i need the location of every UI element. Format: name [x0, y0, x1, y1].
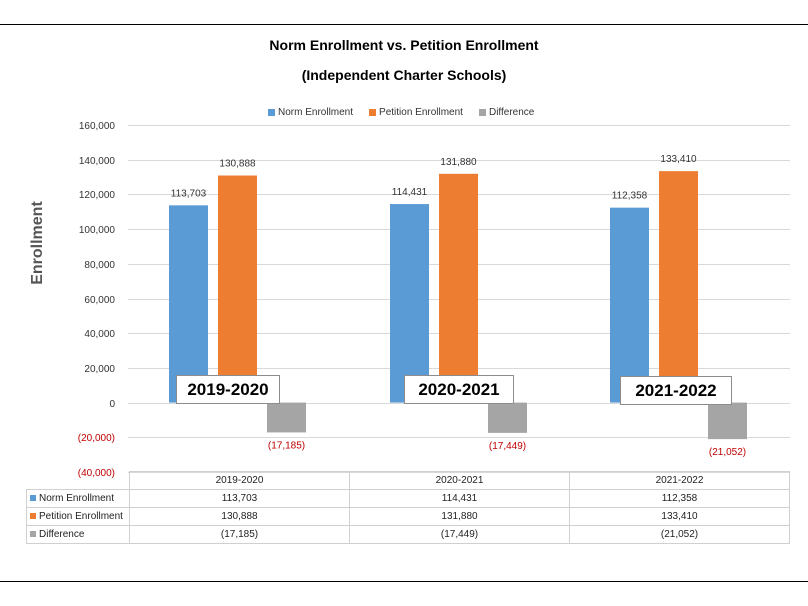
table-row-header: Norm Enrollment	[26, 489, 130, 508]
data-label: (21,052)	[709, 447, 746, 458]
bar-difference	[708, 402, 747, 440]
table-cell: 113,703	[129, 489, 350, 508]
legend-swatch-norm	[268, 109, 275, 116]
y-tick-label: 60,000	[84, 295, 115, 306]
y-tick-label: 40,000	[84, 329, 115, 340]
bar-petition-enrollment	[218, 175, 257, 403]
legend: Norm Enrollment Petition Enrollment Diff…	[268, 107, 534, 118]
legend-label-petition: Petition Enrollment	[379, 107, 463, 118]
y-tick-label: 140,000	[79, 156, 116, 167]
y-tick-label: 20,000	[84, 364, 115, 375]
table-corner	[26, 471, 130, 490]
table-cell: 131,880	[349, 507, 570, 526]
row-swatch	[30, 513, 36, 520]
chart-subtitle: (Independent Charter Schools)	[301, 67, 507, 83]
table-row: Difference (17,185) (17,449) (21,052)	[26, 525, 790, 544]
row-swatch	[30, 531, 36, 538]
legend-item-petition: Petition Enrollment	[369, 107, 463, 118]
top-border	[0, 24, 808, 25]
legend-item-difference: Difference	[478, 107, 535, 118]
chart-title: Norm Enrollment vs. Petition Enrollment	[269, 37, 539, 53]
data-label: 112,358	[612, 191, 648, 202]
category-box-2020-2021: 2020-2021	[404, 375, 514, 404]
table-header-cell: 2020-2021	[349, 471, 570, 490]
bar-difference	[488, 402, 527, 433]
row-label: Norm Enrollment	[39, 493, 115, 504]
category-box-2019-2020: 2019-2020	[176, 375, 280, 404]
table-header-row: 2019-2020 2020-2021 2021-2022	[26, 471, 790, 490]
table-row-header: Petition Enrollment	[26, 507, 130, 526]
data-label: 113,703	[171, 188, 207, 199]
y-tick-label: 120,000	[79, 190, 116, 201]
table-row-header: Difference	[26, 525, 130, 544]
data-label: 114,431	[392, 187, 428, 198]
bar-difference	[267, 402, 306, 433]
y-tick-label: 80,000	[84, 260, 115, 271]
data-label: (17,449)	[489, 441, 526, 452]
row-label: Difference	[39, 529, 85, 540]
y-tick-label: (20,000)	[78, 433, 115, 444]
bar-petition-enrollment	[439, 173, 478, 403]
table-cell: 114,431	[349, 489, 570, 508]
bottom-border	[0, 581, 808, 582]
table-cell: (17,449)	[349, 525, 570, 544]
row-swatch	[30, 495, 36, 502]
table-header-cell: 2019-2020	[129, 471, 350, 490]
table-cell: 130,888	[129, 507, 350, 526]
data-label: 130,888	[219, 159, 256, 170]
table-row: Petition Enrollment 130,888 131,880 133,…	[26, 507, 790, 526]
legend-item-norm: Norm Enrollment	[268, 107, 353, 118]
y-tick-label: 100,000	[79, 225, 116, 236]
data-label: 131,880	[440, 157, 477, 168]
legend-swatch-petition	[369, 109, 377, 116]
bar-norm-enrollment	[610, 207, 649, 403]
y-tick-label: 160,000	[79, 121, 116, 132]
table-header-cell: 2021-2022	[569, 471, 790, 490]
table-row: Norm Enrollment 113,703 114,431 112,358	[26, 489, 790, 508]
table-cell: 133,410	[569, 507, 790, 526]
data-label: (17,185)	[268, 440, 305, 451]
y-tick-label: 0	[109, 399, 115, 410]
bar-norm-enrollment	[390, 204, 429, 403]
data-table: 2019-2020 2020-2021 2021-2022 Norm Enrol…	[26, 471, 790, 544]
bar-petition-enrollment	[659, 171, 698, 403]
data-label: 133,410	[660, 154, 697, 165]
bar-norm-enrollment	[169, 205, 208, 403]
legend-swatch-difference	[478, 109, 486, 116]
legend-label-difference: Difference	[488, 107, 535, 118]
table-cell: (21,052)	[569, 525, 790, 544]
category-box-2021-2022: 2021-2022	[620, 376, 732, 405]
row-label: Petition Enrollment	[39, 511, 123, 522]
table-cell: (17,185)	[129, 525, 350, 544]
legend-label-norm: Norm Enrollment	[278, 107, 354, 118]
table-cell: 112,358	[569, 489, 790, 508]
